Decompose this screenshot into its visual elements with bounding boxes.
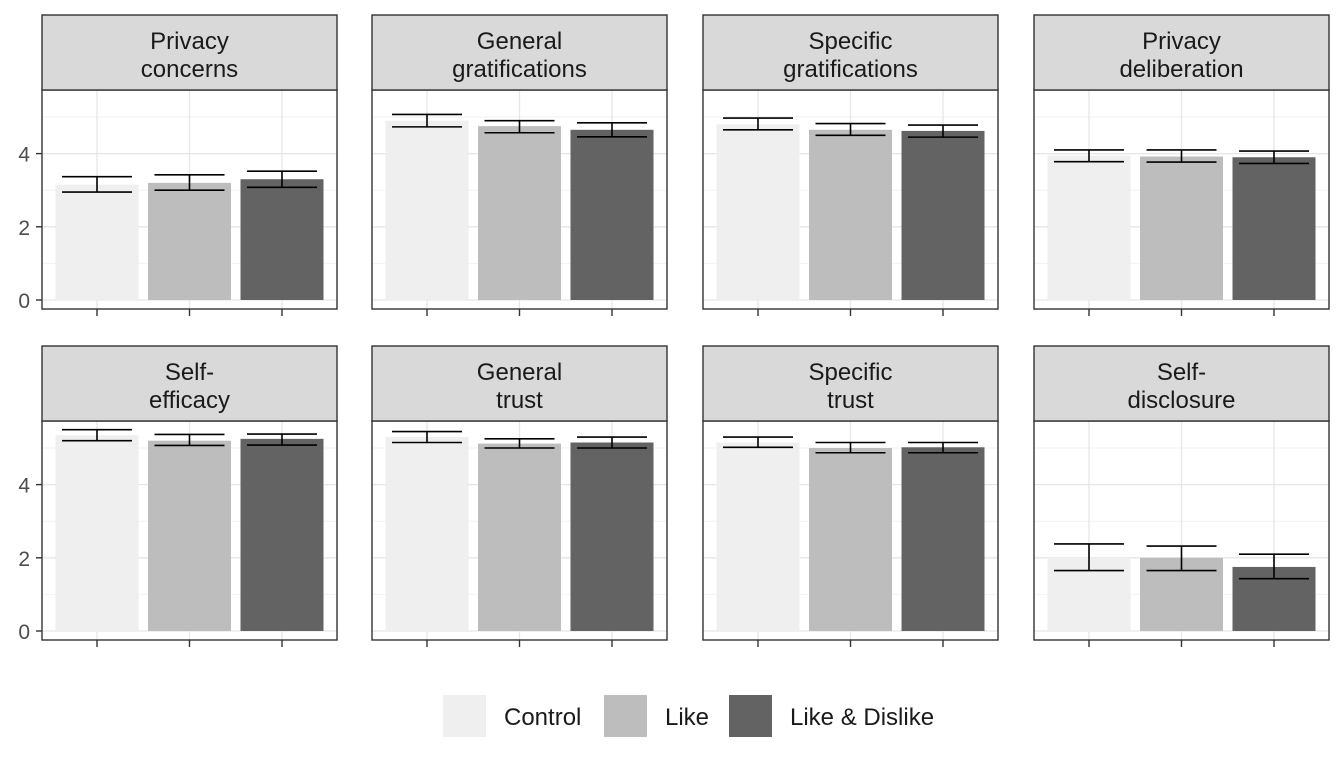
- legend: Control Like Like & Dislike: [443, 695, 934, 737]
- legend-label: Like & Dislike: [790, 704, 934, 731]
- y-tick-label: 0: [18, 290, 30, 313]
- bar: [478, 126, 561, 301]
- bar: [240, 179, 324, 300]
- facet-title-line: deliberation: [1119, 56, 1243, 83]
- facet-title-line: General: [477, 359, 562, 386]
- legend-label: Like: [665, 704, 709, 731]
- facet-strip: [41, 14, 338, 91]
- legend-key: [604, 695, 647, 737]
- bar: [901, 447, 985, 631]
- bar: [55, 184, 139, 300]
- facet-panel: Privacy concerns 0 2 4: [18, 14, 338, 316]
- facet-title: Privacy deliberation: [1119, 28, 1243, 83]
- facet-strip: [1033, 14, 1330, 91]
- facet-title-line: concerns: [141, 56, 238, 83]
- bar: [1140, 156, 1223, 300]
- facet-panel: Privacy deliberation: [1033, 14, 1330, 316]
- legend-label: Control: [504, 704, 581, 731]
- bar: [240, 438, 324, 631]
- facet-panel: General gratifications: [371, 14, 668, 316]
- bar: [901, 130, 985, 300]
- facet-title-line: Privacy: [1142, 28, 1221, 55]
- bar: [809, 448, 892, 631]
- y-tick-label: 4: [18, 475, 30, 498]
- facet-title-line: efficacy: [149, 387, 230, 414]
- facet-title: General trust: [477, 359, 562, 414]
- y-tick-label: 2: [18, 548, 30, 571]
- y-tick-label: 2: [18, 217, 30, 240]
- facet-title: Privacy concerns: [141, 28, 238, 83]
- facet-panel: Self-disclosure: [1033, 345, 1330, 647]
- facet-title-line: Privacy: [150, 28, 229, 55]
- facet-title-line: trust: [827, 387, 874, 414]
- facet-title-line: Self-: [165, 359, 214, 386]
- facet-title-line: gratifications: [452, 56, 587, 83]
- legend-key: [443, 695, 486, 737]
- bar: [716, 124, 800, 300]
- facet-strip: [41, 345, 338, 422]
- bar: [1047, 155, 1131, 300]
- bar: [570, 442, 654, 631]
- facet-title: General gratifications: [452, 28, 587, 83]
- bar: [148, 182, 231, 300]
- bar: [809, 129, 892, 300]
- bar: [570, 129, 654, 300]
- bar: [385, 120, 469, 300]
- facet-panel: Self-efficacy 0 2 4: [18, 345, 338, 647]
- y-tick-label: 4: [18, 144, 30, 167]
- facet-title-line: trust: [496, 387, 543, 414]
- facet-title-line: Self-: [1157, 359, 1206, 386]
- facet-title: Specific gratifications: [783, 28, 918, 83]
- facet-title-line: Specific: [808, 359, 892, 386]
- bar: [55, 435, 139, 631]
- bar: [478, 443, 561, 631]
- facet-strip: [702, 345, 999, 422]
- facet-title: Self-efficacy: [149, 359, 230, 414]
- facet-title-line: Specific: [808, 28, 892, 55]
- bar: [148, 440, 231, 631]
- facet-panel: General trust: [371, 345, 668, 647]
- facet-strip: [1033, 345, 1330, 422]
- legend-key: [729, 695, 772, 737]
- facet-title: Specific trust: [808, 359, 892, 414]
- facet-strip: [702, 14, 999, 91]
- bar: [385, 437, 469, 631]
- facet-title-line: General: [477, 28, 562, 55]
- bar: [1232, 157, 1316, 300]
- facet-panel: Specific trust: [702, 345, 999, 647]
- facet-title: Self-disclosure: [1127, 359, 1235, 414]
- facet-strip: [371, 345, 668, 422]
- facet-strip: [371, 14, 668, 91]
- y-tick-label: 0: [18, 621, 30, 644]
- facet-title-line: gratifications: [783, 56, 918, 83]
- facet-panel: Specific gratifications: [702, 14, 999, 316]
- facet-title-line: disclosure: [1127, 387, 1235, 414]
- bar: [716, 442, 800, 631]
